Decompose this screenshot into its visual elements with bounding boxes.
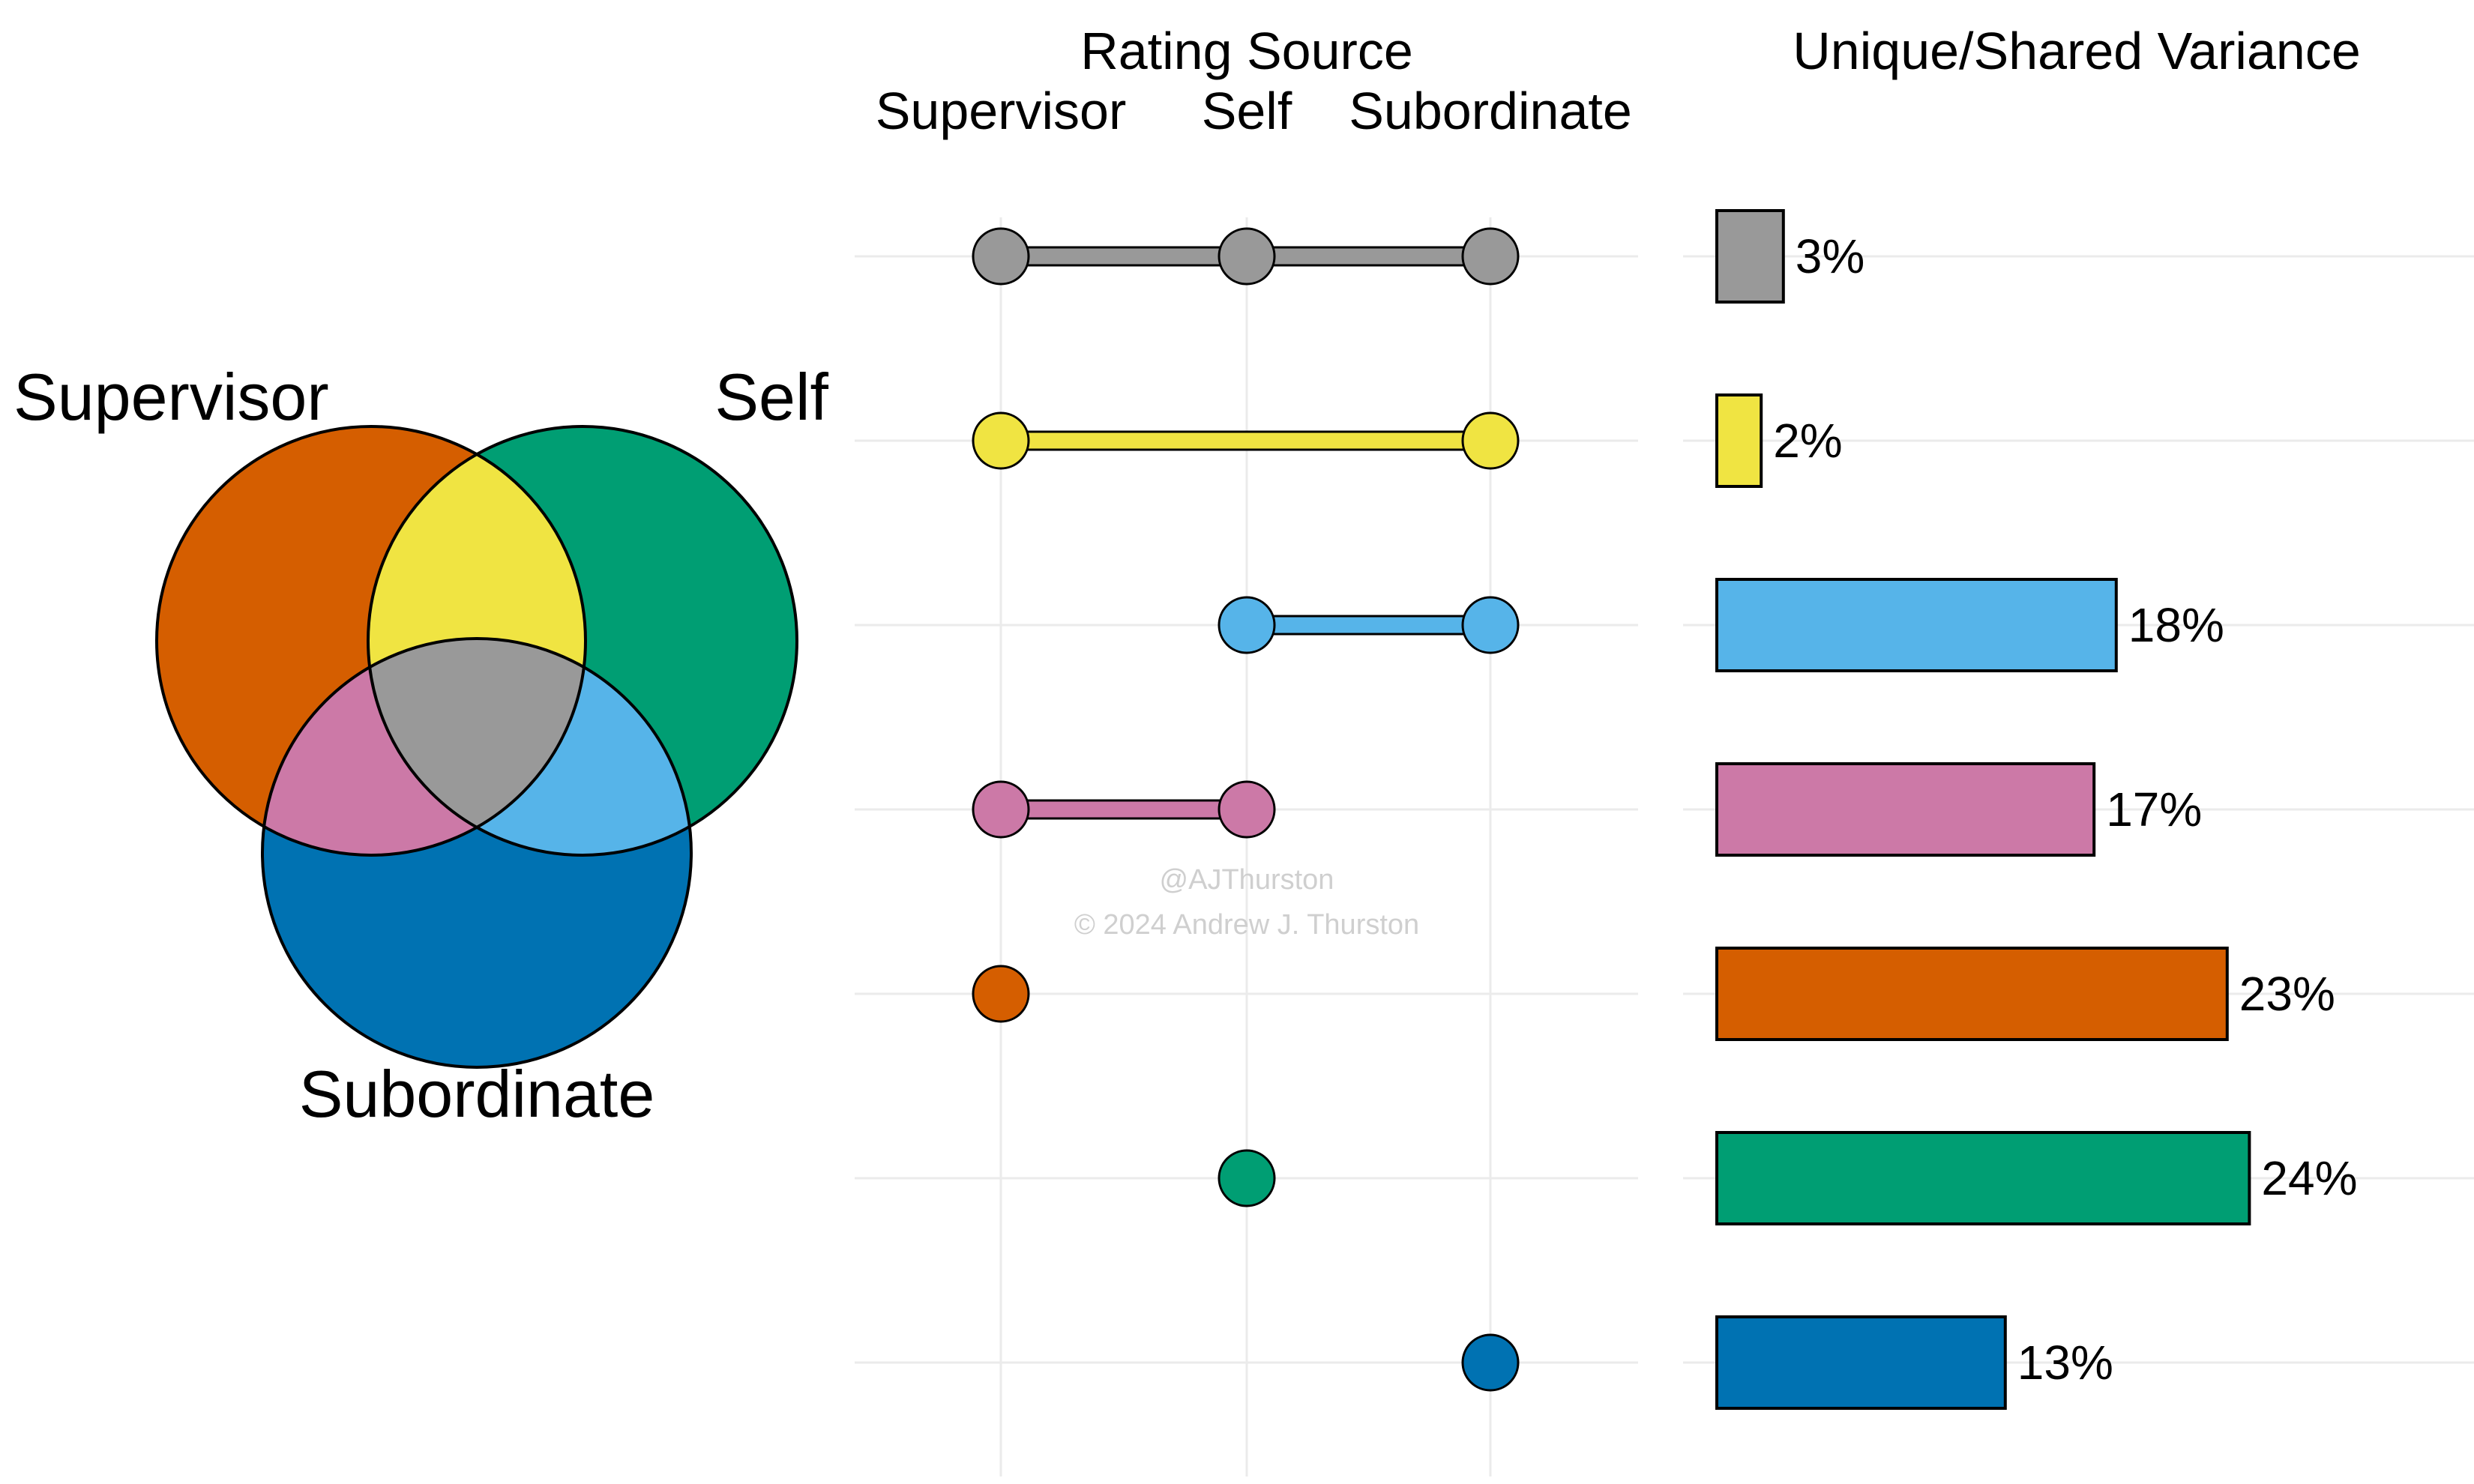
source-label-subordinate: Subordinate: [1349, 82, 1632, 140]
variance-bar: [1715, 947, 2229, 1041]
venn-label-self: Self: [714, 360, 828, 434]
variance-value-label: 18%: [2128, 598, 2224, 652]
matrix-dot-supervisor: [972, 411, 1030, 470]
variance-value-label: 3%: [1796, 229, 1865, 283]
source-label-supervisor: Supervisor: [876, 82, 1127, 140]
variance-value-label: 13%: [2017, 1336, 2113, 1390]
matrix-dot-supervisor: [972, 227, 1030, 286]
variance-value-label: 2%: [1773, 414, 1843, 468]
matrix-dot-self: [1218, 780, 1276, 839]
matrix-connector: [1245, 615, 1492, 636]
venn-outline-subordinate: [261, 637, 693, 1069]
variance-bar: [1715, 1315, 2007, 1410]
matrix-dot-subordinate: [1461, 411, 1520, 470]
matrix-dot-self: [1218, 596, 1276, 654]
bars-title: Unique/Shared Variance: [1793, 22, 2361, 80]
watermark-handle: @AJThurston: [1160, 864, 1334, 896]
matrix-dot-self: [1218, 227, 1276, 286]
variance-value-label: 17%: [2106, 782, 2202, 836]
matrix-connector: [999, 430, 1492, 451]
matrix-dot-subordinate: [1461, 227, 1520, 286]
venn-outline-self: [367, 425, 798, 857]
venn-label-subordinate: Subordinate: [299, 1057, 655, 1131]
source-label-self: Self: [1202, 82, 1292, 140]
watermark-copyright: © 2024 Andrew J. Thurston: [1074, 909, 1419, 941]
variance-bars: 3% 2% 18% 17% 23% 24% 13%: [1715, 209, 2357, 1410]
matrix-dot-self: [1218, 1149, 1276, 1207]
matrix-dot-subordinate: [1461, 596, 1520, 654]
set-matrix: [972, 227, 1520, 1392]
variance-bar: [1715, 1131, 2251, 1225]
gridlines: [855, 217, 2474, 1477]
variance-bar: [1715, 578, 2118, 672]
variance-value-label: 24%: [2261, 1151, 2357, 1205]
matrix-connector: [999, 799, 1248, 820]
venn-label-supervisor: Supervisor: [13, 360, 329, 434]
venn-outline-supervisor: [155, 425, 587, 857]
variance-value-label: 23%: [2239, 967, 2335, 1021]
matrix-dot-subordinate: [1461, 1333, 1520, 1392]
variance-bar: [1715, 762, 2096, 857]
matrix-dot-supervisor: [972, 780, 1030, 839]
matrix-dot-supervisor: [972, 965, 1030, 1023]
variance-bar: [1715, 209, 1785, 304]
matrix-title: Rating Source: [1080, 22, 1413, 80]
variance-bar: [1715, 393, 1763, 488]
venn-diagram: Supervisor Self Subordinate: [13, 360, 829, 1131]
